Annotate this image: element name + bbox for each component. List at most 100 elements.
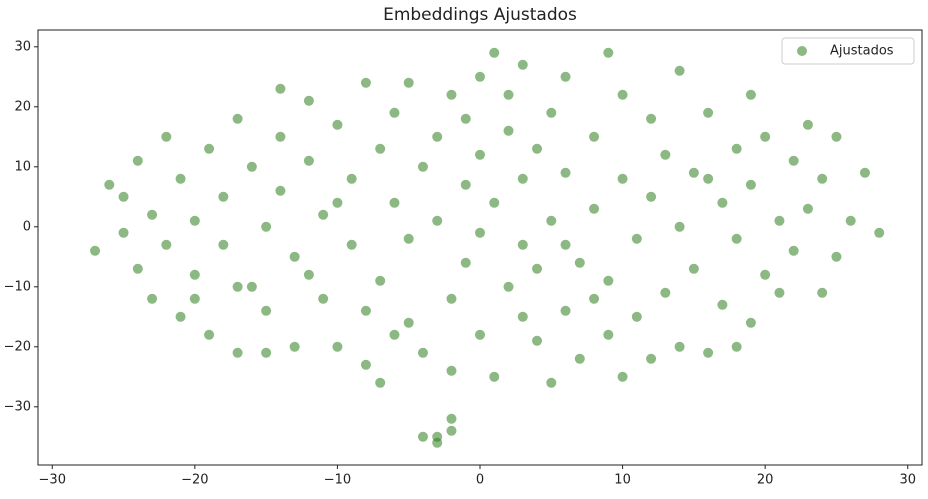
point bbox=[532, 143, 543, 154]
point bbox=[475, 227, 485, 238]
point bbox=[375, 143, 386, 154]
point bbox=[660, 149, 671, 160]
chart-title: Embeddings Ajustados bbox=[383, 5, 577, 25]
point bbox=[503, 89, 514, 100]
point bbox=[688, 167, 699, 178]
x-tick-label: 0 bbox=[476, 473, 484, 488]
point bbox=[674, 65, 685, 76]
point bbox=[745, 317, 756, 328]
point bbox=[817, 287, 828, 298]
point bbox=[403, 317, 414, 328]
point bbox=[674, 221, 685, 232]
point bbox=[118, 227, 129, 238]
point bbox=[417, 161, 428, 172]
y-tick-label: −30 bbox=[4, 399, 31, 414]
point bbox=[432, 215, 443, 226]
point bbox=[560, 71, 571, 82]
point bbox=[489, 197, 500, 208]
point bbox=[760, 131, 771, 142]
point bbox=[859, 167, 870, 178]
point bbox=[403, 233, 414, 244]
point bbox=[232, 347, 243, 358]
y-tick-label: −10 bbox=[4, 279, 31, 294]
point bbox=[346, 239, 357, 250]
point bbox=[517, 173, 528, 184]
point bbox=[631, 311, 642, 322]
y-tick-label: 0 bbox=[23, 219, 31, 234]
point bbox=[417, 347, 428, 358]
point bbox=[631, 233, 642, 244]
point bbox=[332, 341, 343, 352]
x-tick-label: −20 bbox=[181, 473, 208, 488]
point bbox=[703, 347, 714, 358]
point bbox=[546, 377, 557, 388]
point bbox=[731, 341, 742, 352]
point bbox=[717, 197, 728, 208]
point bbox=[589, 203, 600, 214]
point bbox=[517, 239, 528, 250]
point bbox=[318, 209, 329, 220]
point bbox=[261, 221, 272, 232]
y-tick-label: 10 bbox=[14, 159, 31, 174]
point bbox=[532, 335, 543, 346]
point bbox=[646, 191, 657, 202]
point bbox=[432, 131, 443, 142]
point bbox=[574, 353, 585, 364]
point bbox=[189, 293, 200, 304]
point bbox=[232, 113, 243, 124]
point bbox=[246, 281, 257, 292]
point bbox=[503, 125, 514, 136]
point bbox=[175, 311, 186, 322]
plot-area bbox=[37, 29, 923, 466]
point bbox=[460, 179, 471, 190]
point bbox=[745, 89, 756, 100]
point bbox=[589, 293, 600, 304]
point bbox=[90, 245, 101, 256]
point bbox=[318, 293, 329, 304]
point bbox=[617, 371, 628, 382]
point bbox=[161, 239, 172, 250]
point bbox=[246, 161, 257, 172]
point bbox=[446, 293, 457, 304]
point bbox=[560, 167, 571, 178]
point bbox=[147, 209, 158, 220]
point bbox=[389, 197, 400, 208]
point bbox=[517, 59, 528, 70]
point bbox=[703, 173, 714, 184]
point bbox=[303, 155, 314, 166]
point bbox=[460, 257, 471, 268]
point bbox=[275, 83, 286, 94]
point bbox=[475, 329, 485, 340]
x-tick-label: −10 bbox=[324, 473, 351, 488]
point bbox=[788, 155, 799, 166]
point bbox=[332, 119, 343, 130]
point bbox=[646, 353, 657, 364]
point bbox=[560, 305, 571, 316]
point bbox=[532, 263, 543, 274]
point bbox=[389, 107, 400, 118]
point bbox=[460, 113, 471, 124]
point bbox=[360, 359, 371, 370]
point bbox=[831, 251, 842, 262]
point bbox=[774, 287, 785, 298]
point bbox=[503, 281, 514, 292]
point bbox=[389, 329, 400, 340]
point bbox=[560, 239, 571, 250]
y-tick-label: 20 bbox=[14, 99, 31, 114]
point bbox=[717, 299, 728, 310]
point bbox=[617, 173, 628, 184]
point bbox=[745, 179, 756, 190]
point bbox=[603, 275, 614, 286]
point bbox=[332, 197, 343, 208]
point bbox=[546, 215, 557, 226]
point bbox=[346, 173, 357, 184]
point bbox=[132, 263, 143, 274]
point bbox=[275, 185, 286, 196]
point bbox=[104, 179, 115, 190]
point bbox=[218, 191, 229, 202]
x-tick-label: 20 bbox=[757, 473, 774, 488]
point bbox=[360, 77, 371, 88]
point bbox=[375, 377, 386, 388]
point bbox=[360, 305, 371, 316]
point bbox=[646, 113, 657, 124]
